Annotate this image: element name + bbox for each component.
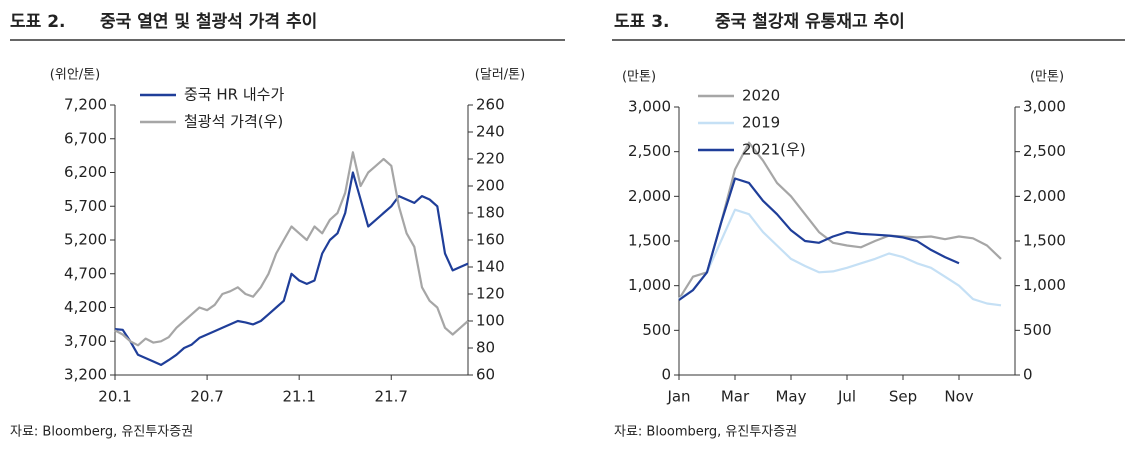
- legend-label: 2019: [742, 114, 780, 132]
- panel-label: 도표 2.: [10, 12, 66, 32]
- axis-unit: (만톤): [1030, 70, 1064, 85]
- y-tick-label: 5,700: [64, 197, 107, 215]
- y2-tick-label: 140: [476, 258, 505, 276]
- x-tick-label: 20.7: [190, 388, 223, 406]
- series-line: [678, 141, 1002, 300]
- panel-label: 도표 3.: [614, 12, 670, 32]
- y-tick-label: 4,200: [64, 298, 107, 316]
- y2-tick-label: 200: [476, 177, 505, 195]
- x-tick-label: May: [775, 388, 806, 406]
- y-tick-label: 2,500: [628, 142, 671, 160]
- axis-unit: (위안/톤): [50, 68, 100, 83]
- y2-tick-label: 100: [476, 312, 505, 330]
- y-tick-label: 5,200: [64, 231, 107, 249]
- chart-title: 중국 열연 및 철광석 가격 추이: [100, 12, 317, 32]
- y-tick-label: 2,000: [628, 187, 671, 205]
- y2-tick-label: 260: [476, 96, 505, 114]
- legend-label: 2021(우): [742, 141, 806, 159]
- y2-tick-label: 160: [476, 231, 505, 249]
- y-tick-label: 3,700: [64, 332, 107, 350]
- y-tick-label: 3,200: [64, 366, 107, 384]
- y-tick-label: 1,500: [628, 232, 671, 250]
- axis-unit: (만톤): [622, 70, 656, 85]
- x-tick-label: Mar: [721, 388, 750, 406]
- legend-label: 철광석 가격(우): [184, 113, 283, 131]
- x-tick-label: 21.7: [375, 388, 408, 406]
- y-tick-label: 0: [661, 366, 671, 384]
- legend-label: 2020: [742, 87, 780, 105]
- y2-tick-label: 220: [476, 150, 505, 168]
- series-line: [678, 208, 1002, 307]
- axis-unit: (달러/톤): [475, 68, 525, 83]
- y2-tick-label: 180: [476, 204, 505, 222]
- x-tick-label: 21.1: [282, 388, 315, 406]
- y-tick-label: 6,200: [64, 163, 107, 181]
- x-tick-label: Jul: [837, 388, 856, 406]
- x-tick-label: Nov: [944, 388, 973, 406]
- x-tick-label: Sep: [889, 388, 917, 406]
- y2-tick-label: 1,500: [1023, 232, 1066, 250]
- y2-tick-label: 1,000: [1023, 276, 1066, 294]
- y-tick-label: 1,000: [628, 276, 671, 294]
- y2-tick-label: 2,500: [1023, 142, 1066, 160]
- source: 자료: Bloomberg, 유진투자증권: [614, 425, 797, 440]
- y2-tick-label: 500: [1023, 321, 1052, 339]
- y2-tick-label: 2,000: [1023, 187, 1066, 205]
- y-tick-label: 7,200: [64, 96, 107, 114]
- source: 자료: Bloomberg, 유진투자증권: [10, 425, 193, 440]
- x-tick-label: 20.1: [98, 388, 131, 406]
- series-line: [678, 177, 960, 301]
- series-line: [114, 171, 469, 366]
- y2-tick-label: 3,000: [1023, 98, 1066, 116]
- legend-label: 중국 HR 내수가: [184, 86, 284, 104]
- y2-tick-label: 240: [476, 123, 505, 141]
- series-line: [114, 151, 469, 347]
- y2-tick-label: 60: [476, 366, 495, 384]
- y2-tick-label: 80: [476, 339, 495, 357]
- x-tick-label: Jan: [666, 388, 690, 406]
- y-tick-label: 6,700: [64, 129, 107, 147]
- y-tick-label: 3,000: [628, 98, 671, 116]
- y2-tick-label: 0: [1023, 366, 1033, 384]
- chart-title: 중국 철강재 유통재고 추이: [715, 12, 905, 32]
- y2-tick-label: 120: [476, 285, 505, 303]
- y-tick-label: 4,700: [64, 264, 107, 282]
- y-tick-label: 500: [642, 321, 671, 339]
